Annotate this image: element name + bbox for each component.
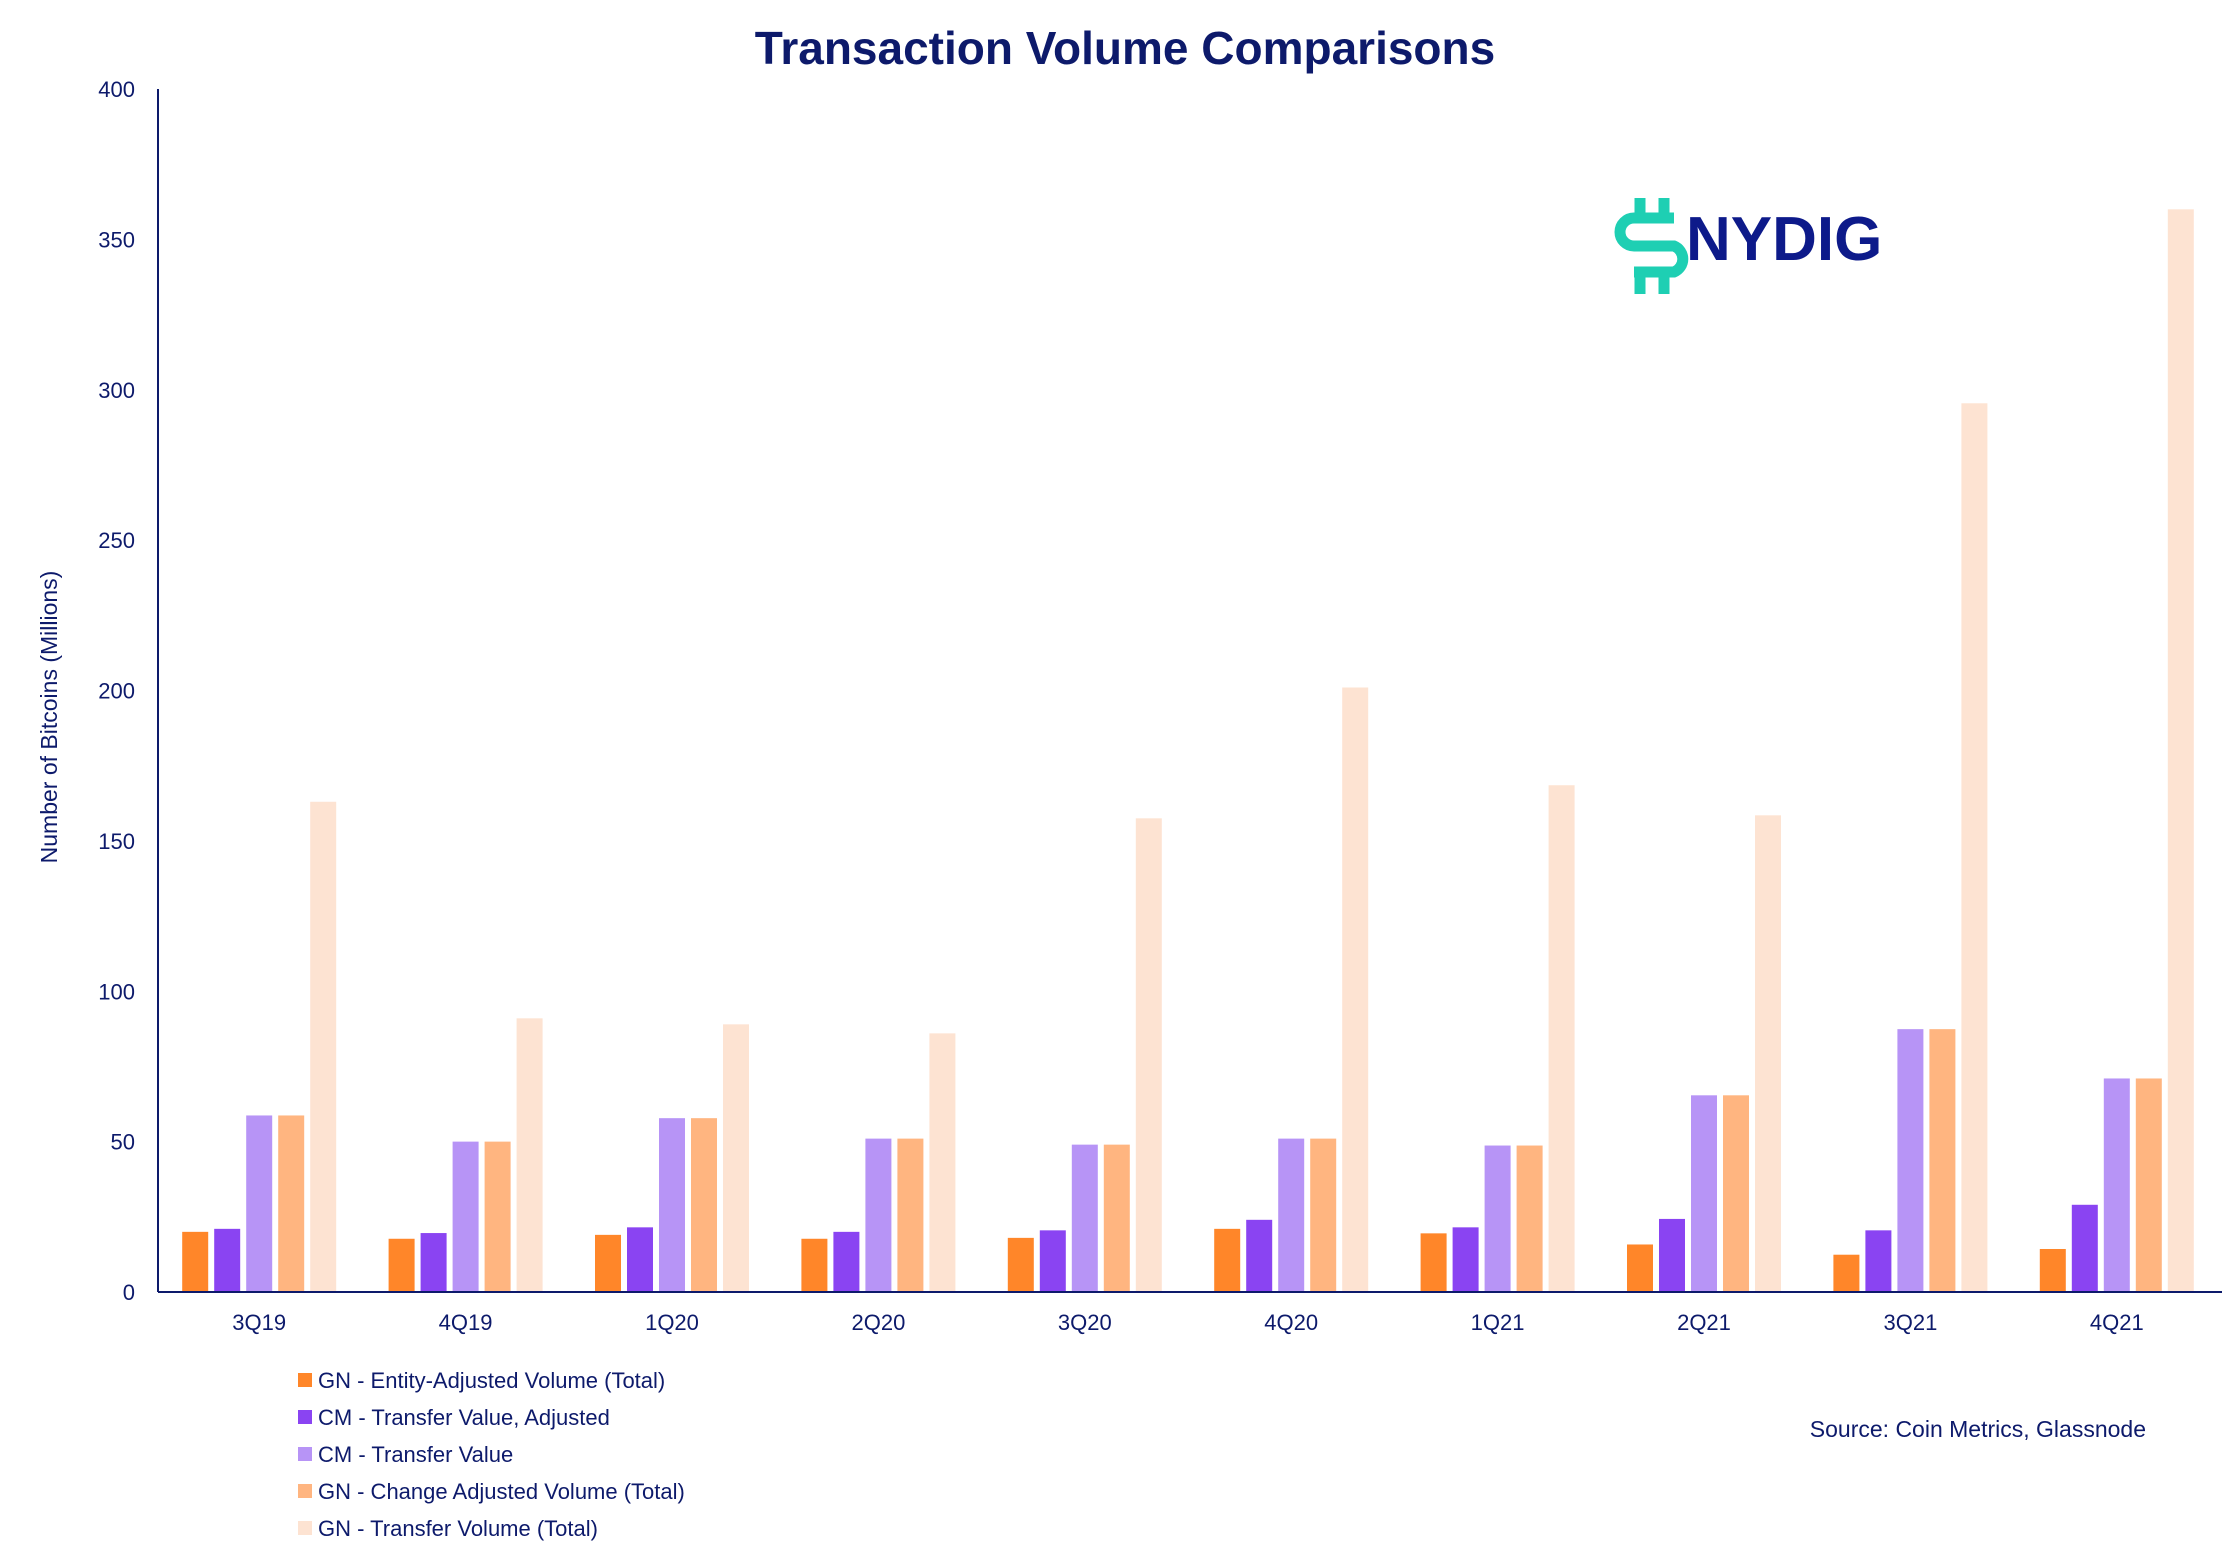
bar-4Q19-series-3	[484, 1141, 511, 1292]
bar-4Q21-series-3	[2135, 1078, 2162, 1292]
bar-4Q21-series-2	[2103, 1078, 2130, 1292]
legend-label: CM - Transfer Value, Adjusted	[318, 1405, 610, 1430]
y-tick-label: 400	[98, 77, 135, 102]
bar-4Q21-series-0	[2039, 1248, 2066, 1292]
x-tick-label: 3Q19	[232, 1310, 286, 1335]
x-tick-label: 4Q21	[2090, 1310, 2144, 1335]
legend-swatch	[298, 1410, 312, 1424]
bar-2Q20-series-4	[929, 1033, 956, 1292]
bar-2Q21-series-3	[1723, 1095, 1749, 1292]
bar-4Q21-series-1	[2071, 1204, 2098, 1292]
x-tick-label: 3Q21	[1883, 1310, 1937, 1335]
legend-item: GN - Entity-Adjusted Volume (Total)	[298, 1368, 665, 1393]
y-tick-label: 200	[98, 679, 135, 704]
bar-4Q19-series-2	[452, 1141, 479, 1292]
bar-4Q20-series-0	[1214, 1228, 1241, 1292]
bar-1Q21-series-4	[1548, 785, 1575, 1292]
bar-2Q20-series-2	[865, 1138, 892, 1292]
legend-swatch	[298, 1521, 312, 1535]
bar-4Q19-series-4	[516, 1018, 543, 1292]
chart-title: Transaction Volume Comparisons	[755, 22, 1495, 74]
source-note: Source: Coin Metrics, Glassnode	[1810, 1416, 2146, 1442]
bar-1Q20-series-3	[691, 1118, 717, 1292]
y-tick-label: 350	[98, 227, 135, 252]
x-tick-label: 3Q20	[1058, 1310, 1112, 1335]
bar-1Q21-series-2	[1484, 1145, 1511, 1292]
bar-2Q21-series-0	[1627, 1244, 1653, 1292]
bar-1Q20-series-4	[723, 1024, 749, 1292]
legend-label: GN - Change Adjusted Volume (Total)	[318, 1479, 685, 1504]
y-axis-label: Number of Bitcoins (Millions)	[36, 571, 62, 864]
y-tick-label: 300	[98, 378, 135, 403]
y-tick-label: 0	[123, 1280, 135, 1305]
legend-swatch	[298, 1373, 312, 1387]
bar-3Q19-series-2	[246, 1115, 273, 1292]
bar-3Q20-series-2	[1071, 1144, 1098, 1292]
bar-3Q20-series-4	[1135, 818, 1162, 1292]
legend-label: GN - Transfer Volume (Total)	[318, 1516, 598, 1541]
nydig-logo-icon	[1614, 198, 1689, 294]
bar-3Q21-series-1	[1865, 1230, 1892, 1292]
legend-item: CM - Transfer Value, Adjusted	[298, 1405, 610, 1430]
bar-3Q20-series-3	[1103, 1144, 1130, 1292]
bar-2Q20-series-0	[801, 1238, 828, 1292]
bar-1Q20-series-0	[595, 1234, 621, 1292]
bar-4Q20-series-4	[1342, 687, 1369, 1292]
bar-3Q21-series-3	[1929, 1029, 1956, 1292]
x-tick-label: 1Q20	[645, 1310, 699, 1335]
bar-3Q21-series-0	[1833, 1254, 1860, 1292]
bar-2Q21-series-4	[1755, 815, 1781, 1292]
legend-item: GN - Change Adjusted Volume (Total)	[298, 1479, 685, 1504]
x-tick-label: 2Q21	[1677, 1310, 1731, 1335]
legend-item: GN - Transfer Volume (Total)	[298, 1516, 598, 1541]
bar-2Q21-series-1	[1659, 1218, 1685, 1292]
bar-4Q19-series-1	[420, 1233, 447, 1292]
bar-3Q20-series-0	[1007, 1237, 1034, 1292]
legend-swatch	[298, 1484, 312, 1498]
y-tick-label: 150	[98, 829, 135, 854]
bar-3Q21-series-2	[1897, 1029, 1924, 1292]
bar-2Q20-series-1	[833, 1231, 860, 1292]
bar-4Q20-series-2	[1278, 1138, 1305, 1292]
y-tick-label: 250	[98, 528, 135, 553]
bar-3Q19-series-4	[310, 801, 337, 1292]
nydig-logo: NYDIG	[1614, 198, 1882, 294]
x-tick-label: 4Q19	[439, 1310, 493, 1335]
y-tick-label: 100	[98, 979, 135, 1004]
bar-4Q21-series-4	[2167, 209, 2194, 1292]
x-tick-label: 1Q21	[1471, 1310, 1525, 1335]
bar-1Q21-series-3	[1516, 1145, 1543, 1292]
bar-3Q21-series-4	[1961, 403, 1988, 1292]
legend-label: GN - Entity-Adjusted Volume (Total)	[318, 1368, 665, 1393]
x-tick-label: 4Q20	[1264, 1310, 1318, 1335]
bar-1Q20-series-1	[627, 1227, 653, 1292]
y-tick-label: 50	[111, 1130, 135, 1155]
bar-3Q19-series-1	[214, 1228, 241, 1292]
bar-2Q21-series-2	[1691, 1095, 1717, 1292]
bar-3Q19-series-0	[182, 1231, 209, 1292]
bar-4Q20-series-1	[1246, 1219, 1273, 1292]
legend-label: CM - Transfer Value	[318, 1442, 513, 1467]
bar-1Q20-series-2	[659, 1118, 685, 1292]
bar-1Q21-series-1	[1452, 1227, 1479, 1292]
x-tick-label: 2Q20	[851, 1310, 905, 1335]
legend-item: CM - Transfer Value	[298, 1442, 513, 1467]
bar-1Q21-series-0	[1420, 1233, 1447, 1292]
bar-3Q20-series-1	[1039, 1230, 1066, 1292]
bar-4Q19-series-0	[388, 1238, 415, 1292]
bar-3Q19-series-3	[278, 1115, 305, 1292]
logo-text: NYDIG	[1686, 205, 1882, 274]
legend-swatch	[298, 1447, 312, 1461]
bar-2Q20-series-3	[897, 1138, 924, 1292]
bar-4Q20-series-3	[1310, 1138, 1337, 1292]
